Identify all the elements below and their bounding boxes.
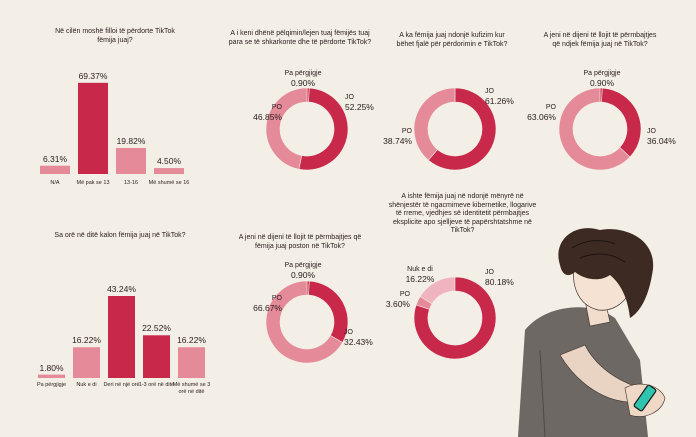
donut-category-label: JO bbox=[344, 329, 353, 336]
donut-slice-7-2 bbox=[413, 276, 497, 360]
bar-category-label: Pa përgjigje bbox=[36, 382, 67, 388]
donut-slice-6-2 bbox=[308, 280, 349, 343]
donut-value-label: 38.74% bbox=[383, 136, 412, 146]
donut-category-label: PO bbox=[271, 295, 282, 302]
bar-category-label: Më shumë se 16 bbox=[148, 180, 190, 186]
bar-value-label: 6.31% bbox=[42, 153, 68, 164]
bar-value-label: 16.22% bbox=[177, 335, 206, 346]
bar-5-1 bbox=[38, 374, 65, 378]
donut-slice-3-2 bbox=[413, 87, 456, 161]
bar-value-label: 16.22% bbox=[72, 335, 101, 346]
donut-category-label: Pa përgjigje bbox=[284, 262, 322, 269]
donut-slice-3-1 bbox=[427, 87, 497, 171]
bar-5-5 bbox=[178, 347, 205, 378]
chart-title-6: A jeni në dijeni të llojit të përmbajtje… bbox=[238, 234, 362, 250]
donut-value-label: 16.22% bbox=[405, 274, 435, 284]
donut-value-label: 80.18% bbox=[485, 277, 514, 287]
donut-category-label: Nuk e di bbox=[407, 266, 433, 273]
donut-value-label: 0.90% bbox=[290, 270, 316, 280]
donut-slice-7-3 bbox=[415, 296, 433, 310]
donut-value-label: 36.04% bbox=[647, 136, 676, 146]
donut-slice-4-3 bbox=[558, 87, 631, 171]
donut-category-label: JO bbox=[345, 94, 354, 101]
donut-value-label: 0.90% bbox=[589, 78, 615, 88]
donut-value-label: 32.43% bbox=[344, 337, 373, 347]
donut-value-label: 46.85% bbox=[253, 112, 282, 122]
donut-value-label: 66.67% bbox=[253, 303, 282, 313]
donut-category-label: JO bbox=[485, 88, 494, 95]
donut-value-label: 61.26% bbox=[485, 96, 514, 106]
bar-5-2 bbox=[73, 347, 100, 378]
bar-value-label: 19.82% bbox=[116, 135, 146, 146]
donut-category-label: PO bbox=[545, 104, 556, 111]
donut-category-label: JO bbox=[485, 269, 494, 276]
donut-slice-2-2 bbox=[298, 87, 349, 171]
bar-1-1 bbox=[40, 165, 70, 174]
bar-category-label: N/A bbox=[50, 180, 60, 186]
donut-slice-4-2 bbox=[601, 87, 642, 158]
chart-title-3: A ka fëmija juaj ndonjë kufizim kur bëhe… bbox=[396, 32, 508, 48]
bar-category-label: 1-3 orë në ditë bbox=[138, 382, 175, 388]
bar-1-4 bbox=[154, 168, 184, 174]
donut-slice-2-3 bbox=[265, 87, 308, 170]
chart-title-7: A ishte fëmija juaj në ndonjë mënyrë në … bbox=[388, 193, 537, 234]
chart-title-5: Sa orë në ditë kalon fëmija juaj në TikT… bbox=[54, 232, 186, 239]
bar-value-label: 1.80% bbox=[39, 362, 64, 373]
donut-value-label: 3.60% bbox=[385, 299, 410, 309]
bar-value-label: 4.50% bbox=[156, 156, 182, 167]
donut-value-label: 0.90% bbox=[290, 78, 316, 88]
donut-slice-6-3 bbox=[265, 280, 343, 364]
bar-value-label: 22.52% bbox=[142, 323, 171, 334]
bar-category-label: Deri në një orë bbox=[103, 382, 140, 388]
bar-value-label: 43.24% bbox=[107, 284, 136, 294]
bar-category-label: Nuk e di bbox=[76, 382, 97, 388]
chart-title-1: Në cilën moshë filloi të përdorte TikTok… bbox=[55, 28, 175, 44]
donut-category-label: JO bbox=[647, 128, 656, 135]
donut-category-label: Pa përgjigje bbox=[284, 70, 322, 77]
bar-category-label: Më pak se 13 bbox=[76, 180, 110, 186]
chart-title-4: A jeni në dijeni të llojit të përmbajtje… bbox=[543, 32, 657, 48]
donut-category-label: Pa përgjigje bbox=[583, 70, 621, 77]
donut-category-label: PO bbox=[399, 291, 410, 298]
bar-category-label: 13-16 bbox=[123, 180, 139, 186]
bar-5-4 bbox=[143, 335, 170, 378]
bar-5-3 bbox=[108, 296, 135, 378]
donut-category-label: PO bbox=[401, 128, 412, 135]
bar-value-label: 69.37% bbox=[78, 70, 108, 81]
chart-title-2: A i keni dhënë pëlqimin/lejen tuaj fëmij… bbox=[228, 30, 372, 46]
bar-category-label: Më shumë se 3 orë në ditë bbox=[172, 382, 211, 395]
bar-1-2 bbox=[78, 82, 108, 174]
donut-value-label: 63.06% bbox=[527, 112, 556, 122]
donut-category-label: PO bbox=[271, 104, 282, 111]
donut-value-label: 52.25% bbox=[345, 102, 374, 112]
bar-1-3 bbox=[116, 147, 146, 174]
